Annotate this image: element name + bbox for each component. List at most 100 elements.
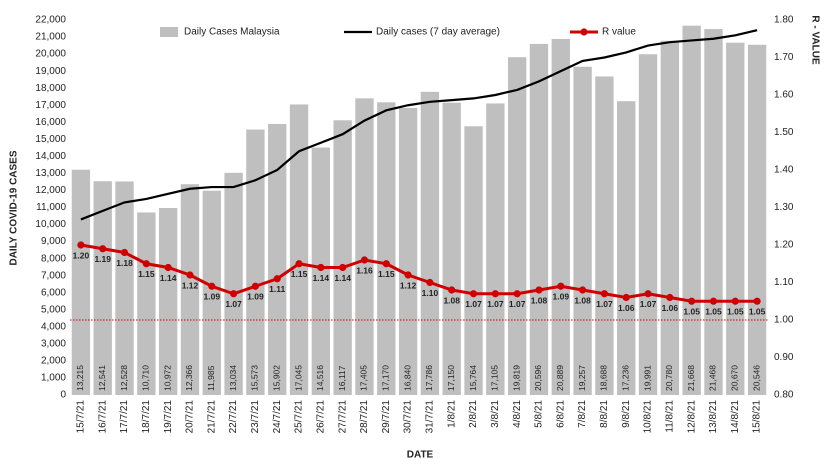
bar-value-label: 12,541 xyxy=(97,365,107,391)
bar xyxy=(464,126,483,395)
bar-value-label: 15,902 xyxy=(271,365,281,391)
marker xyxy=(688,297,696,305)
x-tick-label: 12/8/21 xyxy=(686,400,697,434)
y-tick-label: 20,000 xyxy=(35,49,66,60)
bar xyxy=(377,102,396,396)
bar xyxy=(638,54,658,395)
point-value-label: 1.18 xyxy=(116,258,133,268)
marker xyxy=(273,275,281,283)
bar-value-label: 13,215 xyxy=(75,365,85,391)
marker xyxy=(513,290,521,298)
y-tick-label: 7,000 xyxy=(41,270,66,281)
y-tick-label: 16,000 xyxy=(35,117,66,128)
legend-label: Daily cases (7 day average) xyxy=(376,27,500,38)
point-value-label: 1.19 xyxy=(94,254,111,264)
bar-value-label: 19,991 xyxy=(642,365,652,391)
y2-axis-title: R - VALUE xyxy=(809,15,820,65)
bar xyxy=(137,212,156,395)
x-tick-label: 17/7/21 xyxy=(119,400,130,434)
point-value-label: 1.05 xyxy=(683,307,700,317)
bar xyxy=(224,172,243,395)
marker xyxy=(404,271,412,279)
point-value-label: 1.09 xyxy=(247,292,264,302)
bar xyxy=(551,38,570,395)
y-tick-label: 11,000 xyxy=(36,202,66,213)
legend-label: Daily Cases Malaysia xyxy=(184,27,280,38)
bar-value-label: 17,236 xyxy=(620,365,630,391)
marker xyxy=(731,297,739,305)
point-value-label: 1.08 xyxy=(443,295,460,305)
x-tick-label: 11/8/21 xyxy=(664,400,675,433)
point-value-label: 1.14 xyxy=(160,273,177,283)
x-tick-label: 6/8/21 xyxy=(555,400,566,428)
y-tick-label: 1,000 xyxy=(41,373,66,384)
marker xyxy=(448,286,456,294)
bar-value-label: 13,034 xyxy=(228,365,238,391)
x-tick-label: 21/7/21 xyxy=(206,400,217,434)
bar xyxy=(268,123,287,396)
point-value-label: 1.07 xyxy=(640,299,657,309)
marker xyxy=(77,241,85,249)
y-tick-label: 19,000 xyxy=(35,66,66,77)
y-tick-label: 10,000 xyxy=(35,219,66,230)
bar-value-label: 16,117 xyxy=(337,365,347,391)
legend-swatch xyxy=(160,27,178,37)
bar-value-label: 10,972 xyxy=(162,365,172,391)
x-tick-label: 20/7/21 xyxy=(185,400,196,434)
x-tick-label: 2/8/21 xyxy=(468,400,479,428)
bar xyxy=(595,76,614,396)
y2-tick-label: 0.90 xyxy=(774,352,794,363)
bar xyxy=(660,40,680,395)
x-tick-label: 14/8/21 xyxy=(730,400,741,434)
marker xyxy=(469,290,478,298)
x-tick-label: 15/8/21 xyxy=(752,400,763,434)
bar xyxy=(71,169,91,395)
bar xyxy=(573,66,592,396)
marker xyxy=(317,263,325,272)
y-tick-label: 3,000 xyxy=(41,339,66,350)
bar-value-label: 19,257 xyxy=(577,365,587,391)
y2-tick-label: 1.40 xyxy=(774,165,794,176)
point-value-label: 1.07 xyxy=(487,299,504,309)
x-tick-label: 31/7/21 xyxy=(425,400,436,434)
point-value-label: 1.08 xyxy=(531,295,548,305)
x-tick-label: 22/7/21 xyxy=(228,400,239,434)
marker xyxy=(360,256,369,264)
y-tick-label: 18,000 xyxy=(35,83,66,94)
marker xyxy=(120,248,129,257)
x-tick-label: 7/8/21 xyxy=(577,400,588,428)
bar-value-label: 16,840 xyxy=(402,365,412,391)
y2-tick-label: 1.20 xyxy=(774,240,794,251)
x-tick-label: 13/8/21 xyxy=(708,400,719,434)
bar xyxy=(180,184,200,395)
point-value-label: 1.05 xyxy=(727,307,744,317)
point-value-label: 1.07 xyxy=(509,299,526,309)
marker xyxy=(426,278,434,287)
x-tick-label: 26/7/21 xyxy=(315,400,326,434)
point-value-label: 1.07 xyxy=(225,299,242,309)
marker xyxy=(208,282,216,290)
y-tick-label: 6,000 xyxy=(41,287,66,298)
bar xyxy=(93,181,112,395)
bar-value-label: 17,045 xyxy=(293,365,303,391)
x-tick-label: 27/7/21 xyxy=(337,400,348,434)
bar-value-label: 15,573 xyxy=(250,365,260,391)
legend-marker xyxy=(580,28,588,36)
point-value-label: 1.11 xyxy=(269,284,285,294)
bar xyxy=(617,101,636,396)
y-tick-label: 8,000 xyxy=(41,253,66,264)
point-value-label: 1.12 xyxy=(182,280,199,290)
marker xyxy=(709,297,718,305)
bar-value-label: 19,819 xyxy=(511,365,521,391)
bar xyxy=(311,147,331,395)
marker xyxy=(99,245,107,253)
y-tick-label: 9,000 xyxy=(41,236,66,247)
bar-value-label: 12,366 xyxy=(184,365,194,391)
y-tick-label: 17,000 xyxy=(35,100,66,111)
point-value-label: 1.05 xyxy=(705,307,722,317)
point-value-label: 1.20 xyxy=(73,250,90,260)
y-tick-label: 2,000 xyxy=(41,356,66,367)
bar-value-label: 17,150 xyxy=(446,365,456,391)
marker xyxy=(382,260,390,268)
